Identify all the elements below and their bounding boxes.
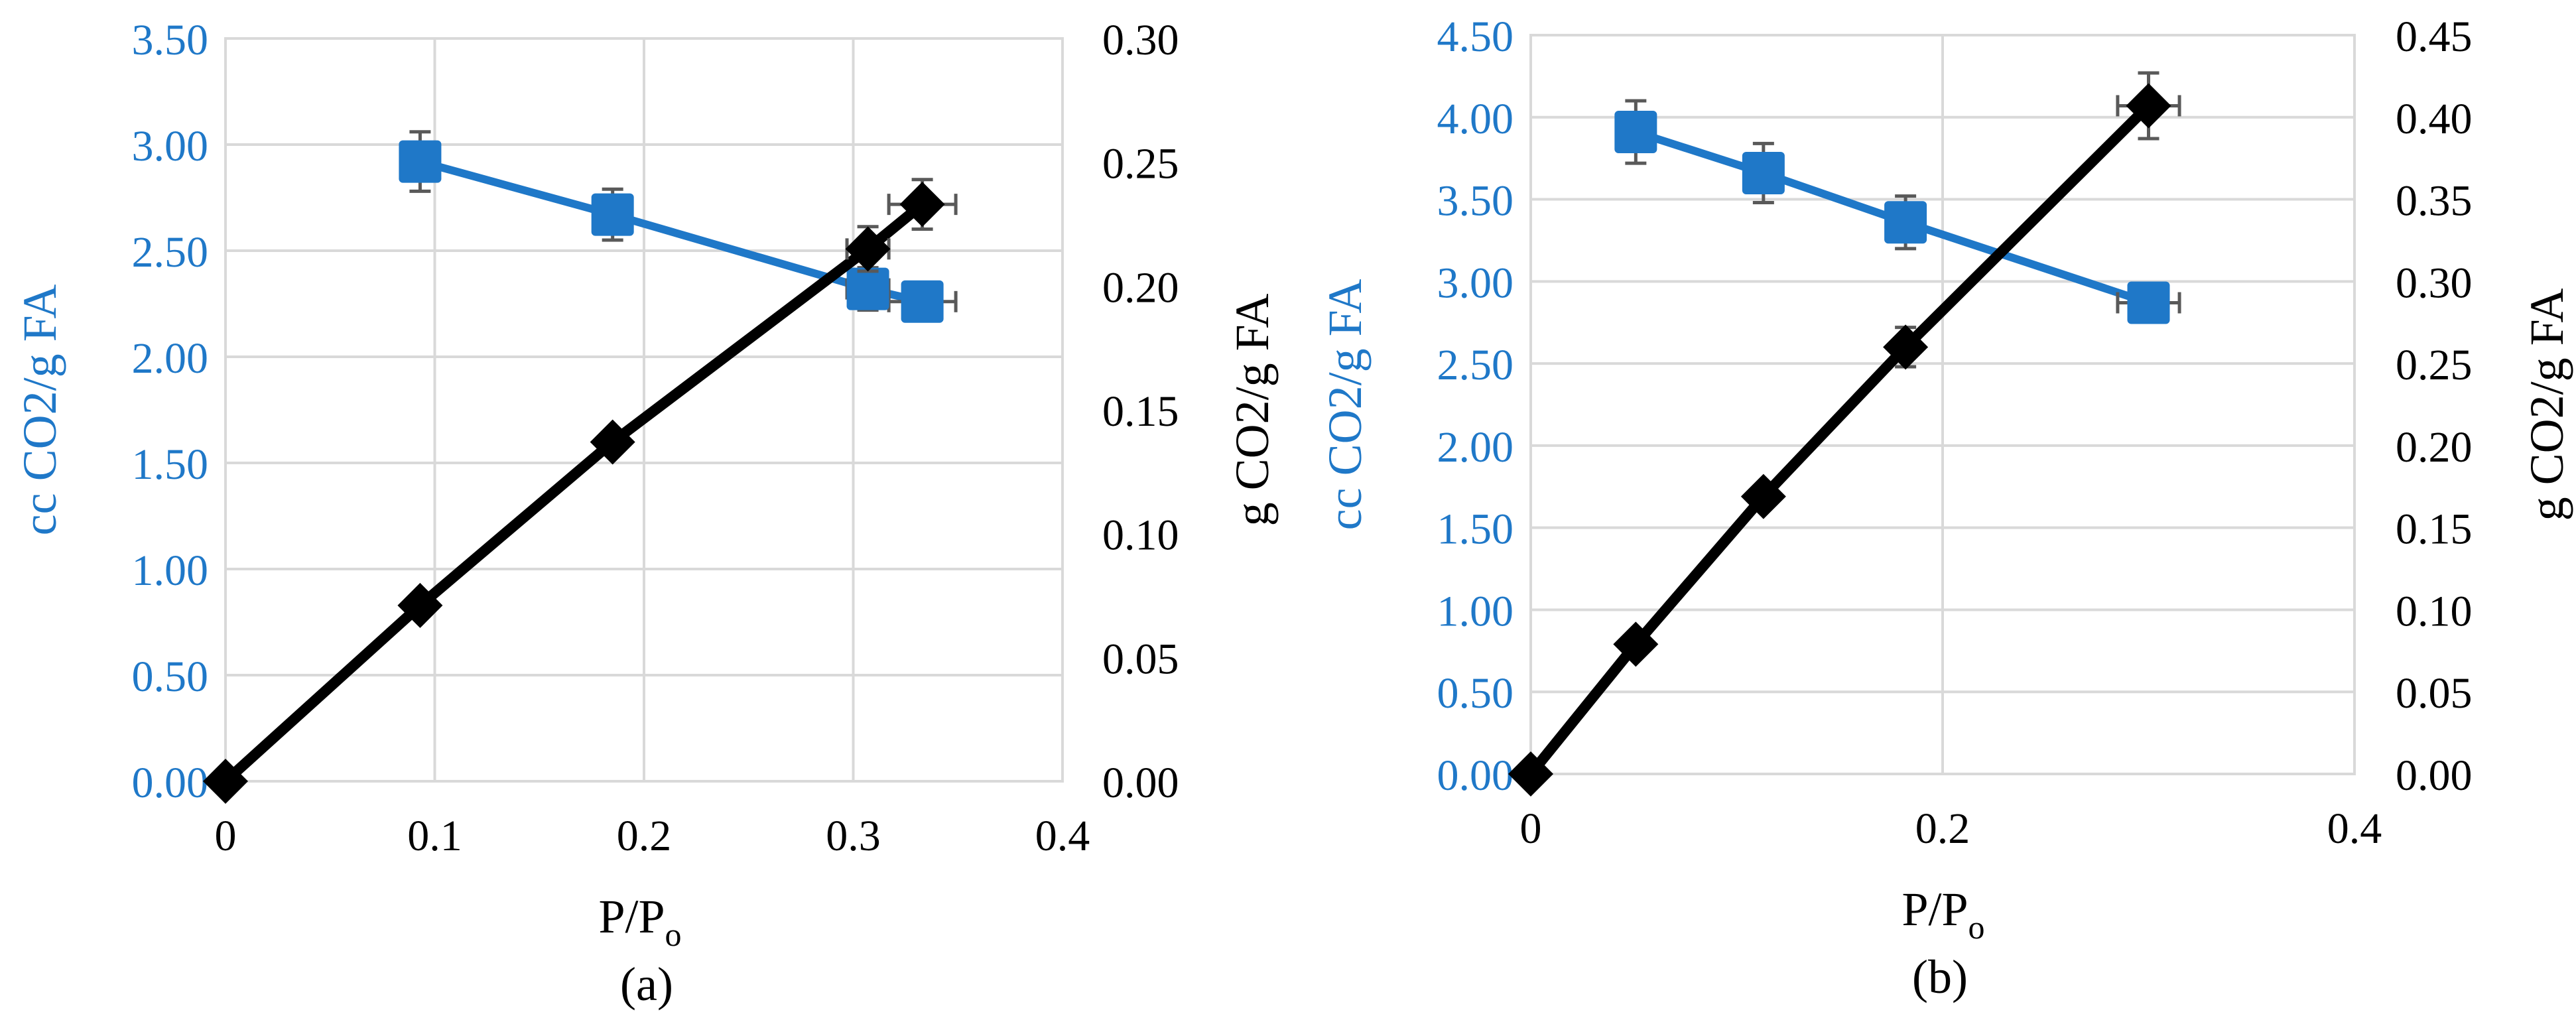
series-line-blue (1634, 128, 2150, 307)
right-y-tick-label: 0.35 (2396, 177, 2473, 225)
data-point-diamond (1740, 474, 1786, 519)
left-y-tick-label: 4.50 (1437, 13, 1514, 61)
x-axis-title-subscript: o (665, 916, 682, 953)
x-tick-label: 0.3 (826, 812, 881, 860)
data-point-square (1614, 111, 1657, 154)
right-y-tick-label: 0.30 (1102, 16, 1179, 64)
right-y-tick-label: 0.25 (1102, 140, 1179, 188)
left-y-axis-title: cc CO2/g FA (1319, 279, 1372, 531)
right-y-tick-label: 0.20 (2396, 423, 2473, 472)
left-y-tick-label: 1.50 (1437, 505, 1514, 554)
x-axis-title-subscript: o (1968, 909, 1985, 946)
chart-panel-a: 0.00 0.50 1.00 1.50 2.00 2.50 3.00 3.50 0.00 0.05… (13, 16, 1279, 1011)
plot-area-border (224, 37, 1064, 783)
data-point-diamond (203, 759, 248, 804)
left-y-tick-label: 0.50 (132, 653, 209, 701)
left-y-tick-label: 1.00 (132, 546, 209, 595)
right-y-tick-label: 0.20 (1102, 263, 1179, 312)
data-point-diamond (590, 419, 635, 465)
left-y-tick-label: 2.50 (132, 228, 209, 277)
x-tick-label: 0.2 (1915, 804, 1970, 853)
chart-panel-b: 0.00 0.50 1.00 1.50 2.00 2.50 3.00 3.50 4.00 4.50… (1319, 13, 2573, 1003)
right-y-tick-label: 0.10 (1102, 511, 1179, 560)
right-y-axis-title: g CO2/g FA (2520, 288, 2573, 521)
left-y-tick-label: 1.00 (1437, 587, 1514, 635)
left-y-axis-title: cc CO2/g FA (13, 285, 66, 536)
data-point-square (591, 193, 634, 236)
x-axis-title-main: P/P (1901, 883, 1968, 936)
right-y-tick-label: 0.15 (1102, 387, 1179, 436)
left-y-tick-label: 3.00 (1437, 259, 1514, 307)
x-tick-label: 0 (215, 812, 237, 860)
series-line-black (222, 200, 926, 785)
right-y-tick-label: 0.25 (2396, 341, 2473, 389)
plot-area-border (1529, 34, 2356, 775)
x-axis-title: P/Po (1901, 883, 1984, 946)
left-y-tick-label: 0.50 (1437, 669, 1514, 718)
right-y-axis-title: g CO2/g FA (1226, 294, 1279, 527)
right-y-tick-label: 0.45 (2396, 13, 2473, 61)
series-line-blue (419, 157, 923, 306)
data-point-diamond (397, 582, 443, 628)
panel-caption: (b) (1912, 950, 1968, 1003)
data-point-square (1742, 151, 1785, 194)
left-y-tick-label: 0.00 (132, 759, 209, 807)
data-point-square (901, 280, 944, 323)
data-point-diamond (1613, 621, 1659, 667)
x-axis-title: P/Po (598, 890, 681, 953)
left-y-tick-label: 2.00 (1437, 423, 1514, 472)
right-y-tick-label: 0.00 (2396, 751, 2473, 800)
left-y-tick-label: 4.00 (1437, 95, 1514, 143)
data-point-diamond (845, 226, 891, 272)
data-point-diamond (2126, 83, 2171, 129)
data-point-diamond (1883, 324, 1929, 370)
right-y-tick-label: 0.05 (1102, 635, 1179, 683)
x-tick-label: 0.1 (407, 812, 462, 860)
series-line-black (1526, 101, 2153, 778)
x-tick-label: 0.2 (617, 812, 672, 860)
x-tick-label: 0.4 (1035, 812, 1090, 860)
left-y-tick-label: 3.50 (132, 16, 209, 64)
left-y-tick-label: 3.50 (1437, 177, 1514, 225)
right-y-tick-label: 0.40 (2396, 95, 2473, 143)
right-y-tick-label: 0.30 (2396, 259, 2473, 307)
right-y-tick-label: 0.15 (2396, 505, 2473, 554)
right-y-tick-label: 0.05 (2396, 669, 2473, 718)
panel-caption: (a) (620, 958, 673, 1011)
left-y-tick-label: 0.00 (1437, 751, 1514, 800)
data-point-square (399, 140, 442, 183)
data-point-diamond (899, 182, 945, 227)
data-point-square (1884, 201, 1927, 244)
data-point-square (2127, 281, 2170, 324)
left-y-tick-label: 1.50 (132, 440, 209, 489)
data-point-square (846, 267, 889, 310)
left-y-tick-label: 2.00 (132, 334, 209, 383)
right-y-tick-label: 0.10 (2396, 587, 2473, 635)
x-tick-label: 0 (1520, 804, 1542, 853)
data-point-diamond (1508, 751, 1553, 797)
x-axis-title-main: P/P (598, 890, 665, 943)
left-y-tick-label: 3.00 (132, 122, 209, 170)
right-y-tick-label: 0.00 (1102, 759, 1179, 807)
left-y-tick-label: 2.50 (1437, 341, 1514, 389)
x-tick-label: 0.4 (2327, 804, 2382, 853)
